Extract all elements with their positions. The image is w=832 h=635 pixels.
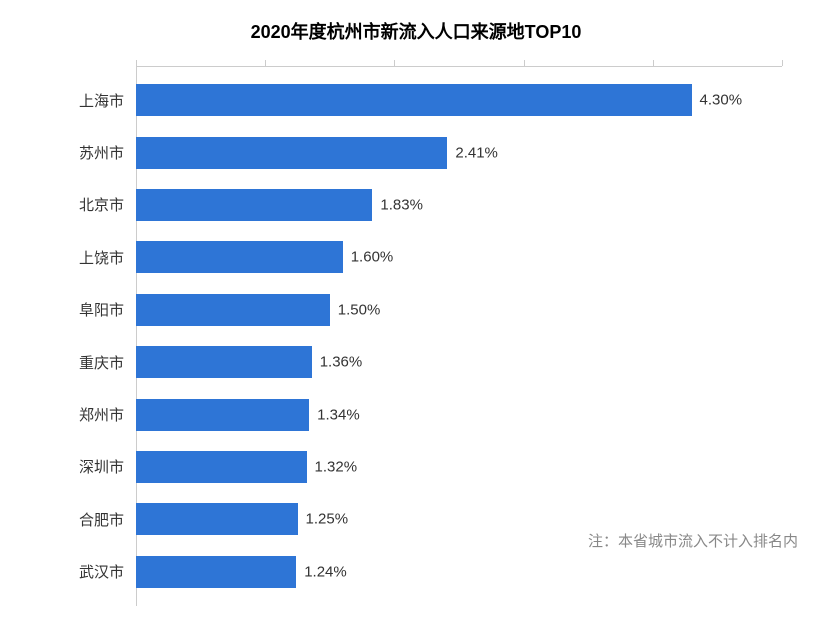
bar-row: 上饶市 1.60% [74, 241, 782, 273]
category-label: 北京市 [74, 194, 130, 215]
bar-wrap: 1.36% [136, 346, 782, 378]
value-label: 1.32% [315, 458, 358, 475]
value-label: 1.50% [338, 301, 381, 318]
category-label: 深圳市 [74, 456, 130, 477]
bar [136, 399, 309, 431]
category-label: 阜阳市 [74, 299, 130, 320]
x-axis-tick [394, 60, 395, 66]
chart-title: 2020年度杭州市新流入人口来源地TOP10 [30, 18, 802, 44]
bar [136, 451, 307, 483]
chart-area: 上海市 4.30% 苏州市 2.41% 北京市 1.83% 上饶市 1.60% 阜阳市 1.50%… [74, 66, 782, 606]
value-label: 2.41% [455, 144, 498, 161]
bar-row: 重庆市 1.36% [74, 346, 782, 378]
bar-wrap: 1.50% [136, 294, 782, 326]
category-label: 武汉市 [74, 561, 130, 582]
bar [136, 556, 296, 588]
x-axis-tick [265, 60, 266, 66]
bar [136, 241, 343, 273]
value-label: 1.25% [306, 511, 349, 528]
value-label: 1.60% [351, 249, 394, 266]
bar [136, 294, 330, 326]
category-label: 郑州市 [74, 404, 130, 425]
bar [136, 137, 447, 169]
category-label: 上海市 [74, 90, 130, 111]
bar-wrap: 1.24% [136, 556, 782, 588]
bar-row: 北京市 1.83% [74, 189, 782, 221]
bar-row: 武汉市 1.24% [74, 556, 782, 588]
bar-row: 郑州市 1.34% [74, 399, 782, 431]
bar-wrap: 1.32% [136, 451, 782, 483]
value-label: 1.36% [320, 354, 363, 371]
x-axis-tick [136, 60, 137, 66]
bar-row: 深圳市 1.32% [74, 451, 782, 483]
bar-wrap: 1.34% [136, 399, 782, 431]
chart-footnote: 注：本省城市流入不计入排名内 [588, 530, 798, 551]
category-label: 上饶市 [74, 247, 130, 268]
x-axis-tick [653, 60, 654, 66]
bar-row: 上海市 4.30% [74, 84, 782, 116]
value-label: 1.83% [380, 196, 423, 213]
bar-wrap: 2.41% [136, 137, 782, 169]
x-axis-tick [524, 60, 525, 66]
category-label: 合肥市 [74, 509, 130, 530]
bar [136, 84, 692, 116]
bar-wrap: 1.60% [136, 241, 782, 273]
bar [136, 346, 312, 378]
category-label: 苏州市 [74, 142, 130, 163]
category-label: 重庆市 [74, 352, 130, 373]
bar-row: 苏州市 2.41% [74, 137, 782, 169]
bar-rows: 上海市 4.30% 苏州市 2.41% 北京市 1.83% 上饶市 1.60% 阜阳市 1.50%… [74, 74, 782, 598]
bar-row: 阜阳市 1.50% [74, 294, 782, 326]
value-label: 1.34% [317, 406, 360, 423]
x-axis-line [136, 66, 782, 67]
value-label: 1.24% [304, 563, 347, 580]
bar-wrap: 4.30% [136, 84, 782, 116]
bar [136, 503, 298, 535]
bar-wrap: 1.83% [136, 189, 782, 221]
bar [136, 189, 372, 221]
value-label: 4.30% [700, 92, 743, 109]
x-axis-tick [782, 60, 783, 66]
